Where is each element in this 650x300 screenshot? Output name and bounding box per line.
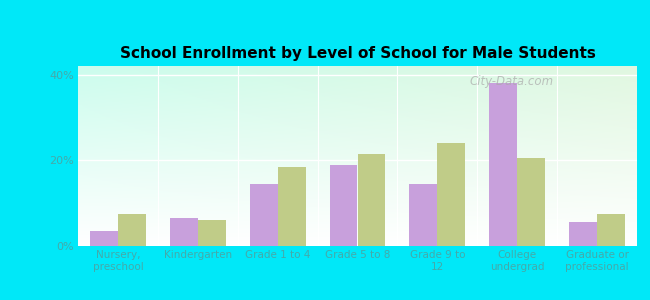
Bar bbox=[358, 154, 385, 246]
Bar bbox=[517, 158, 545, 246]
Bar bbox=[170, 218, 198, 246]
Bar bbox=[278, 167, 306, 246]
Bar bbox=[330, 165, 358, 246]
Bar bbox=[410, 184, 437, 246]
Bar bbox=[90, 231, 118, 246]
Text: City-Data.com: City-Data.com bbox=[469, 75, 553, 88]
Bar bbox=[597, 214, 625, 246]
Bar bbox=[250, 184, 278, 246]
Bar bbox=[118, 214, 146, 246]
Bar bbox=[569, 222, 597, 246]
Title: School Enrollment by Level of School for Male Students: School Enrollment by Level of School for… bbox=[120, 46, 595, 61]
Bar bbox=[489, 83, 517, 246]
Bar bbox=[198, 220, 226, 246]
Bar bbox=[437, 143, 465, 246]
